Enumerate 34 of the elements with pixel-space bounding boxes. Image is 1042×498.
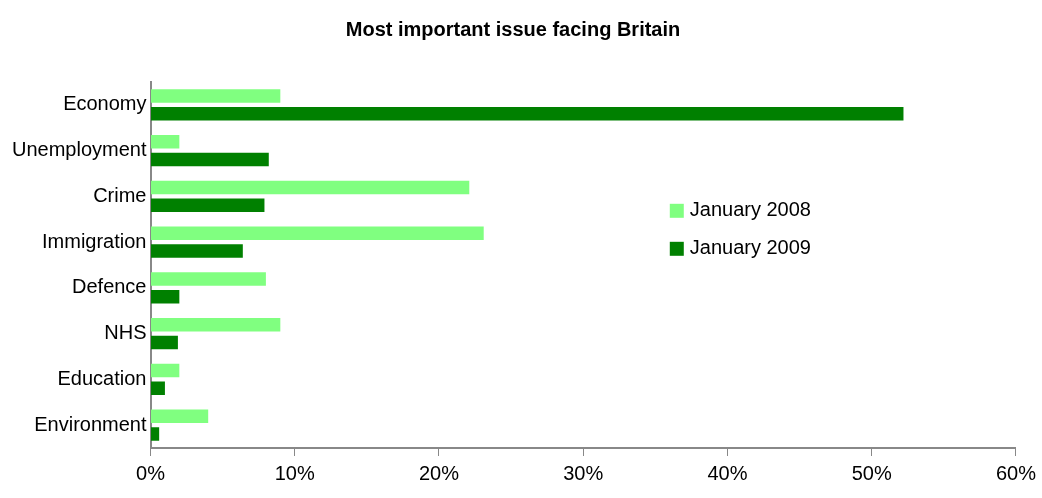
bar [151, 89, 281, 103]
x-tick-label: 50% [851, 461, 892, 484]
bar [151, 290, 180, 304]
bar [151, 409, 209, 423]
bar [151, 198, 265, 212]
bar [151, 226, 484, 240]
x-tick-label: 10% [274, 461, 315, 484]
legend-label: January 2008 [689, 198, 811, 221]
y-tick-label: Education [57, 366, 147, 389]
y-tick-label: Economy [63, 92, 147, 115]
x-tick-label: 60% [995, 461, 1037, 484]
x-tick-label: 20% [418, 461, 460, 484]
bar [151, 152, 269, 167]
x-tick-label: 0% [136, 461, 166, 484]
y-tick-label: Unemployment [11, 138, 147, 161]
y-tick-label: Crime [93, 183, 147, 206]
y-tick-label: Defence [72, 275, 147, 298]
bar [151, 427, 160, 441]
x-tick-label: 40% [707, 461, 748, 484]
x-tick-label: 30% [563, 461, 604, 484]
bar [151, 180, 470, 195]
y-tick-label: NHS [104, 321, 147, 344]
y-tick-label: Environment [34, 412, 147, 435]
y-tick-label: Immigration [42, 229, 147, 252]
legend-label: January 2009 [689, 236, 811, 259]
bar [151, 318, 281, 332]
bar [151, 272, 266, 286]
bar [151, 244, 243, 258]
bar [151, 107, 904, 121]
bar [151, 381, 165, 395]
bar [151, 135, 180, 149]
bar [151, 335, 178, 350]
chart-title: Most important issue facing Britain [345, 17, 681, 40]
bar [151, 363, 180, 378]
